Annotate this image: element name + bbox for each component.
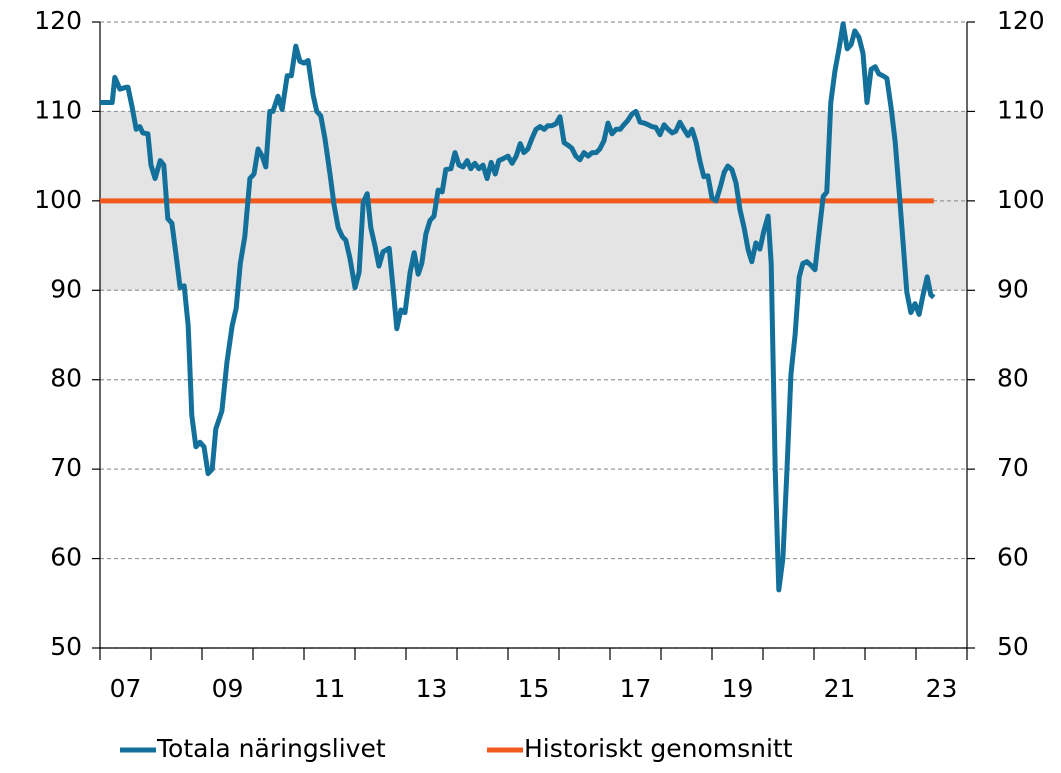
x-tick-label: 15 <box>518 674 550 703</box>
y-tick-label: 110 <box>34 95 82 124</box>
x-tick-label: 21 <box>824 674 856 703</box>
legend-label: Historiskt genomsnitt <box>524 734 793 763</box>
y-tick-label: 70 <box>50 453 82 482</box>
x-tick-label: 19 <box>722 674 754 703</box>
y2-tick-label: 90 <box>997 274 1029 303</box>
y2-tick-label: 50 <box>997 632 1029 661</box>
y2-tick-label: 120 <box>997 6 1045 35</box>
y-tick-label: 80 <box>50 364 82 393</box>
legend-label: Totala näringslivet <box>156 734 386 763</box>
x-tick-label: 13 <box>416 674 448 703</box>
y-tick-label: 50 <box>50 632 82 661</box>
y-tick-label: 60 <box>50 543 82 572</box>
data-line <box>100 21 936 593</box>
x-tick-label: 07 <box>110 674 142 703</box>
x-tick-label: 11 <box>314 674 346 703</box>
y2-tick-label: 100 <box>997 185 1045 214</box>
x-tick-label: 09 <box>212 674 244 703</box>
y2-tick-label: 60 <box>997 543 1029 572</box>
x-tick-label: 17 <box>620 674 652 703</box>
x-tick-label: 23 <box>926 674 958 703</box>
y2-tick-label: 80 <box>997 364 1029 393</box>
y2-tick-label: 70 <box>997 453 1029 482</box>
y-tick-label: 90 <box>50 274 82 303</box>
y2-tick-label: 110 <box>997 95 1045 124</box>
y-tick-label: 120 <box>34 6 82 35</box>
y-tick-label: 100 <box>34 185 82 214</box>
